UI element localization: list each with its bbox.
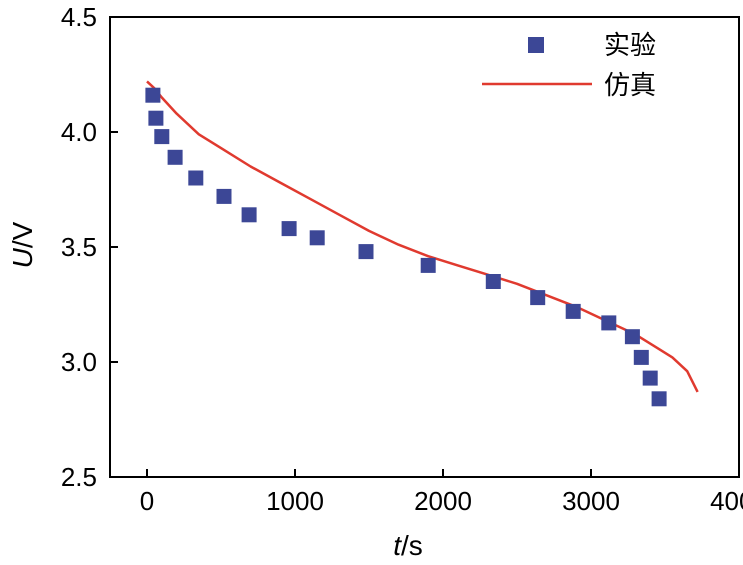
- experiment-point: [624, 329, 640, 345]
- experiment-point: [145, 87, 161, 103]
- legend-marker-experiment: [528, 37, 544, 53]
- experiment-point: [154, 129, 170, 145]
- y-axis-unit: /V: [7, 221, 38, 248]
- experiment-point: [148, 110, 164, 126]
- experiment-point: [281, 221, 297, 237]
- experiment-point: [358, 244, 374, 260]
- experiment-point: [188, 170, 204, 186]
- plot-area: [145, 80, 699, 407]
- experiment-point: [565, 303, 581, 319]
- x-tick-labels: 0 1000 2000 3000 4000: [140, 486, 743, 516]
- experiment-point: [309, 230, 325, 246]
- y-axis-title: U/V: [7, 221, 38, 268]
- plot-frame: [109, 16, 740, 478]
- y-axis-var: U: [7, 247, 38, 268]
- experiment-point: [642, 370, 658, 386]
- y-tick-label: 3.0: [61, 347, 97, 377]
- y-tick-label: 4.0: [61, 117, 97, 147]
- y-tick-label: 3.5: [61, 232, 97, 262]
- x-tick-label: 4000: [710, 486, 743, 516]
- experiment-point: [651, 391, 667, 407]
- legend-label-simulation: 仿真: [604, 71, 656, 101]
- experiment-point: [601, 315, 617, 331]
- x-axis-unit: /s: [401, 530, 423, 561]
- x-tick-label: 2000: [414, 486, 472, 516]
- legend-label-experiment: 实验: [604, 31, 656, 61]
- x-tick-label: 1000: [266, 486, 324, 516]
- experiment-point: [633, 349, 649, 365]
- x-axis-var: t: [393, 530, 402, 561]
- legend: 实验 仿真: [482, 31, 656, 101]
- y-tick-label: 2.5: [61, 462, 97, 492]
- experiment-point: [530, 290, 546, 306]
- experiment-point: [216, 188, 232, 204]
- experiment-point: [420, 257, 436, 273]
- experiment-point: [167, 149, 183, 165]
- experiment-point: [485, 274, 501, 289]
- x-tick-label: 3000: [562, 486, 620, 516]
- x-tick-label: 0: [140, 486, 154, 516]
- y-tick-label: 4.5: [61, 2, 97, 32]
- x-axis-title: t/s: [393, 530, 423, 561]
- experiment-point: [241, 207, 257, 223]
- y-tick-labels: 2.5 3.0 3.5 4.0 4.5: [61, 2, 97, 492]
- simulation-line: [146, 80, 699, 393]
